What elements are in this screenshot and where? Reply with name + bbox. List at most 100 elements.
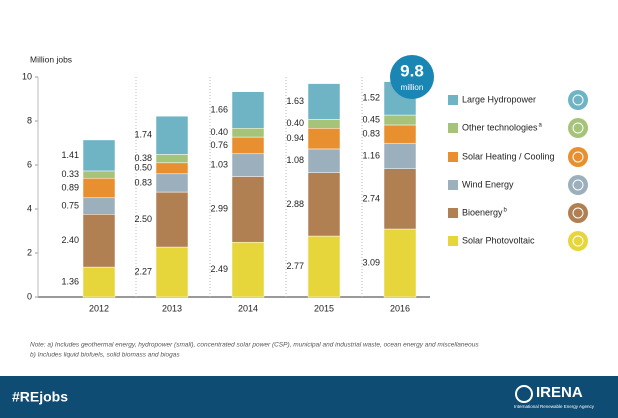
legend-swatch	[448, 95, 458, 105]
data-label: 2.88	[286, 199, 304, 209]
legend-label: Large Hydropower	[462, 94, 536, 104]
bar-segment	[307, 128, 341, 150]
y-tick-label: 6	[27, 159, 32, 169]
data-label: 0.89	[61, 182, 79, 192]
legend-icon-inner	[572, 207, 584, 219]
bar-segment	[307, 148, 341, 173]
bar-segment	[82, 214, 116, 268]
bar-segment	[155, 191, 189, 248]
bar-segment	[231, 241, 265, 298]
data-label: 0.83	[362, 128, 380, 138]
bar-segment	[231, 136, 265, 155]
x-tick-label: 2013	[162, 303, 182, 313]
legend-swatch	[448, 236, 458, 246]
legend-icon	[568, 118, 588, 138]
y-tick-label: 2	[27, 247, 32, 257]
org-name: International Renewable Energy Agency	[514, 404, 595, 409]
bar-segment	[231, 176, 265, 243]
bar-segment	[155, 154, 189, 164]
bar-segment	[231, 91, 265, 129]
note: Note: a) Includes geothermal energy, hyd…	[30, 342, 479, 349]
data-label: 1.08	[286, 155, 304, 165]
bar-segment	[82, 266, 116, 298]
data-label: 0.75	[61, 200, 79, 210]
legend-icon	[568, 90, 588, 110]
legend-label: Wind Energy	[462, 179, 514, 189]
data-label: 1.41	[61, 150, 79, 160]
data-label: 0.38	[134, 153, 152, 163]
legend-icon-inner	[572, 122, 584, 134]
data-label: 0.50	[134, 163, 152, 173]
legend-label: Solar Photovoltaic	[462, 235, 535, 245]
data-label: 0.45	[362, 114, 380, 124]
data-label: 1.36	[61, 276, 79, 286]
legend-swatch	[448, 208, 458, 218]
legend-note-mark: a	[539, 123, 543, 129]
bar-segment	[307, 83, 341, 120]
data-label: 1.66	[210, 104, 228, 114]
bar-segment	[231, 128, 265, 138]
note: b) Includes liquid biofuels, solid bioma…	[30, 352, 180, 359]
bar-segment	[82, 177, 116, 199]
legend-swatch	[448, 180, 458, 190]
legend-note-mark: b	[504, 208, 508, 214]
legend-icon	[568, 147, 588, 167]
data-label: 1.16	[362, 150, 380, 160]
legend-label: Solar Heating / Cooling	[462, 151, 555, 161]
legend-icon	[568, 175, 588, 195]
y-tick-label: 4	[27, 203, 32, 213]
logo-icon	[515, 385, 533, 403]
legend-icon	[568, 231, 588, 251]
bar-segment	[383, 124, 417, 144]
legend-swatch	[448, 152, 458, 162]
data-label: 2.40	[61, 235, 79, 245]
data-label: 2.27	[134, 266, 152, 276]
data-label: 0.83	[134, 177, 152, 187]
badge-value: 9.8	[400, 61, 424, 80]
data-label: 0.76	[210, 140, 228, 150]
data-label: 0.94	[286, 133, 304, 143]
x-tick-label: 2016	[390, 303, 410, 313]
badge	[390, 55, 434, 99]
data-label: 0.40	[210, 127, 228, 137]
bar-segment	[82, 139, 116, 172]
bar-segment	[82, 197, 116, 215]
legend-icon-inner	[572, 235, 584, 247]
bar-segment	[307, 235, 341, 298]
data-label: 1.74	[134, 130, 152, 140]
data-label: 2.49	[210, 264, 228, 274]
bar-segment	[383, 228, 417, 298]
x-tick-label: 2012	[89, 303, 109, 313]
data-label: 2.50	[134, 214, 152, 224]
legend-icon-inner	[572, 179, 584, 191]
hashtag: #REjobs	[12, 389, 68, 405]
y-tick-label: 10	[22, 71, 32, 81]
bar-segment	[383, 142, 417, 169]
bar-segment	[383, 168, 417, 230]
logo-text: IRENA	[536, 384, 583, 401]
data-label: 3.09	[362, 257, 380, 267]
bar-segment	[82, 170, 116, 179]
legend-swatch	[448, 123, 458, 133]
bar-segment	[155, 162, 189, 175]
legend-icon	[568, 203, 588, 223]
data-label: 2.74	[362, 193, 380, 203]
x-tick-label: 2014	[238, 303, 258, 313]
y-tick-label: 0	[27, 291, 32, 301]
data-label: 2.77	[286, 261, 304, 271]
data-label: 0.33	[61, 169, 79, 179]
bar-segment	[155, 246, 189, 298]
bar-segment	[307, 172, 341, 237]
x-tick-label: 2015	[314, 303, 334, 313]
data-label: 0.40	[286, 118, 304, 128]
data-label: 1.03	[210, 159, 228, 169]
y-tick-label: 8	[27, 115, 32, 125]
y-axis-label: Million jobs	[30, 54, 72, 64]
bar-segment	[307, 119, 341, 129]
badge-unit: million	[401, 83, 424, 92]
bar-segment	[155, 115, 189, 155]
data-label: 1.52	[362, 93, 380, 103]
legend-label: Other technologies	[462, 122, 538, 132]
bar-segment	[383, 114, 417, 126]
